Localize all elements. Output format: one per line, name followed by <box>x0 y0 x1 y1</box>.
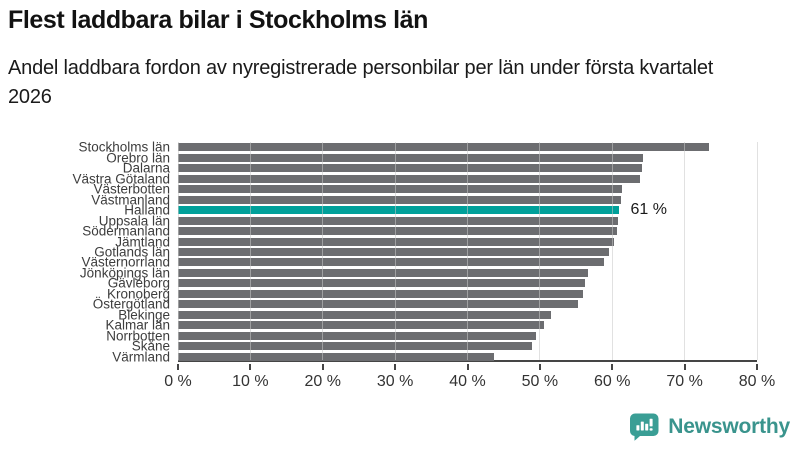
category-label: Örebro län <box>106 150 170 166</box>
bar <box>178 342 532 351</box>
value-annotation: 61 % <box>630 201 667 219</box>
axis-tick-label: 40 % <box>449 373 486 390</box>
newsworthy-brand: Newsworthy <box>668 415 790 438</box>
bar-highlighted <box>178 206 620 215</box>
category-label: Kalmar län <box>105 317 170 333</box>
bar <box>178 289 584 298</box>
axis-tick-label: 30 % <box>376 373 414 390</box>
newsworthy-logo: Newsworthy <box>629 412 790 442</box>
bar <box>178 227 618 236</box>
gridline <box>394 142 396 360</box>
category-label: Västmanland <box>91 192 170 208</box>
gridline <box>611 142 613 360</box>
bar <box>178 352 494 361</box>
category-label: Jönköpings län <box>79 265 170 281</box>
bar <box>178 143 710 152</box>
bar <box>178 164 642 173</box>
category-label: Västra Götaland <box>72 171 170 187</box>
axis-tick <box>394 364 397 370</box>
bar-chart-speech-bubble-icon <box>630 413 659 441</box>
category-label: Kronoberg <box>106 286 170 302</box>
axis-tick-label: 0 % <box>164 373 192 390</box>
y-axis-labels: Stockholms län Örebro län Dalarna Västra Gö… <box>0 139 170 365</box>
plot-area: 61 % <box>177 142 758 362</box>
gridline <box>177 142 179 360</box>
bar <box>178 310 552 319</box>
gridline <box>249 142 251 360</box>
category-label: Halland <box>124 202 170 218</box>
bar <box>178 174 640 183</box>
axis-tick <box>466 364 469 370</box>
category-label: Norrbotten <box>106 328 170 344</box>
category-label: Gävleborg <box>107 275 170 291</box>
category-label: Blekinge <box>118 307 170 323</box>
axis-tick <box>683 364 686 370</box>
bar <box>178 279 585 288</box>
bar <box>178 195 621 204</box>
bar <box>178 237 615 246</box>
bar <box>178 321 545 330</box>
axis-tick-label: 80 % <box>738 373 776 390</box>
gridline <box>322 142 324 360</box>
axis-tick-label: 20 % <box>304 373 341 390</box>
axis-tick-label: 10 % <box>232 373 269 390</box>
category-label: Dalarna <box>122 160 170 176</box>
chart-title: Flest laddbara bilar i Stockholms län <box>8 6 429 34</box>
category-label: Södermanland <box>82 223 170 239</box>
bar <box>178 258 605 267</box>
axis-tick-label: 60 % <box>594 373 631 390</box>
axis-tick <box>177 364 179 370</box>
category-label: Uppsala län <box>98 213 170 229</box>
gridline <box>756 142 758 360</box>
category-label: Västerbotten <box>93 181 170 197</box>
bar <box>178 300 578 309</box>
gridline <box>467 142 468 360</box>
gridline <box>539 142 541 360</box>
chart-subtitle: Andel laddbara fordon av nyregistrerade … <box>8 57 714 108</box>
category-label: Värmland <box>112 349 170 365</box>
category-label: Gotlands län <box>94 244 170 260</box>
bar <box>178 268 589 277</box>
axis-tick <box>611 364 614 370</box>
bar <box>178 153 644 162</box>
category-label: Östergötland <box>92 296 170 312</box>
category-label: Västernorrland <box>81 254 170 270</box>
axis-tick <box>538 364 541 370</box>
axis-tick <box>756 364 758 370</box>
gridline <box>684 142 686 360</box>
category-label: Skåne <box>131 338 170 354</box>
axis-tick-label: 70 % <box>666 373 703 390</box>
axis-tick-label: 50 % <box>521 373 559 390</box>
x-axis: 0 % 10 % 20 % 30 % 40 % 50 % 60 % 70 % 80 % <box>164 364 775 400</box>
bar <box>178 216 619 225</box>
category-label: Stockholms län <box>78 139 170 155</box>
bar <box>178 331 536 340</box>
bar <box>178 248 610 256</box>
bar <box>178 185 623 194</box>
category-label: Jämtland <box>115 234 170 250</box>
axis-tick <box>249 364 252 370</box>
axis-tick <box>321 364 324 370</box>
